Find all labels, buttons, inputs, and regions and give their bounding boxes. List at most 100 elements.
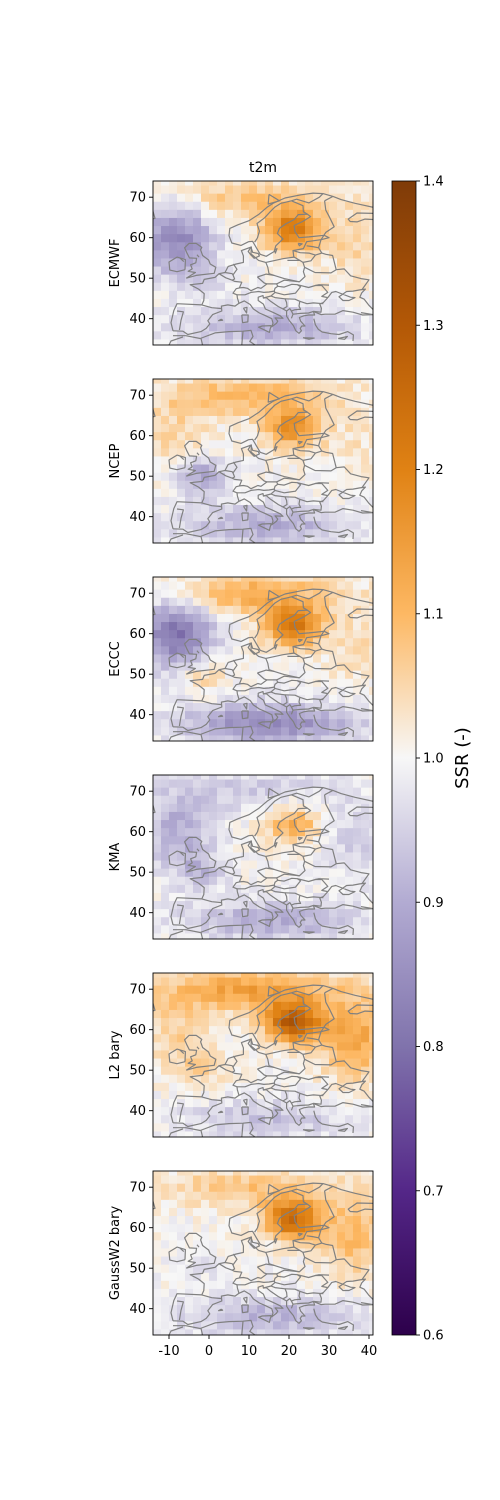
heatmap-cell [177,1175,186,1184]
heatmap-cell [217,1074,226,1083]
map-outline [168,1246,186,1263]
heatmap-cell [249,811,258,821]
colorbar-tick-label: 0.8 [423,1040,444,1055]
heatmap-cell [289,670,298,679]
map-outline [170,786,373,925]
heatmap-cell [353,512,362,522]
heatmap-cell [345,678,354,687]
map-outline [267,589,280,601]
heatmap-cell [225,1033,234,1043]
heatmap-cell [209,993,218,1002]
colorbar-label: SSR (-) [452,727,473,789]
heatmap-cell [273,217,282,227]
heatmap-cell [273,536,282,543]
heatmap-cell [153,439,162,449]
heatmap-cell [329,1090,338,1100]
map-outline [258,325,272,333]
heatmap-cell [369,924,373,934]
heatmap-cell [305,1025,314,1035]
heatmap-cell [337,1130,346,1137]
heatmap-cell [153,1171,162,1176]
heatmap-cell [361,1296,370,1306]
heatmap-cell [201,718,210,728]
heatmap-cell [257,1058,266,1067]
heatmap-cell [305,662,314,671]
heatmap-cell [185,827,194,837]
heatmap-cell [257,520,266,530]
heatmap-cell [305,1320,314,1330]
heatmap-cell [337,924,346,934]
coastlines [153,984,373,1137]
heatmap-cell [185,1231,194,1241]
heatmap-cell [273,843,282,853]
map-outline [176,310,184,331]
heatmap-cell [265,581,274,590]
heatmap-cell [361,439,370,449]
map-outline [313,318,354,342]
heatmap-cell [353,1223,362,1233]
heatmap-cell [305,1009,314,1019]
heatmap-cell [321,536,330,543]
heatmap-cell [201,779,210,788]
heatmap-cell [353,241,362,251]
heatmap-cell [369,225,373,235]
heatmap-cell [201,670,210,679]
heatmap-cell [369,1074,373,1083]
heatmap-cell [185,496,194,506]
heatmap-cell [297,379,306,384]
heatmap-cell [249,181,258,186]
heatmap-cell [289,233,298,243]
heatmap-cell [193,932,202,939]
heatmap-cell [281,225,290,235]
heatmap-cell [281,536,290,543]
heatmap-cell [345,1066,354,1075]
heatmap-cell [361,1106,370,1116]
heatmap-cell [217,415,226,425]
heatmap-cell [193,678,202,687]
heatmap-cell [329,1320,338,1330]
heatmap-cell [161,1058,170,1067]
heatmap-cell [185,298,194,308]
heatmap-cell [305,447,314,457]
heatmap-cell [257,209,266,218]
heatmap-cell [161,504,170,514]
heatmap-cell [257,977,266,986]
heatmap-cell [249,455,258,465]
heatmap-cell [257,274,266,283]
heatmap-cell [161,512,170,522]
heatmap-cell [249,977,258,986]
heatmap-cell [361,488,370,497]
heatmap-cell [201,1017,210,1027]
map-outline [153,1002,156,1012]
heatmap-cell [353,1215,362,1225]
heatmap-cell [161,480,170,489]
heatmap-cell [201,1171,210,1176]
heatmap-cell [201,1114,210,1124]
heatmap-cell [249,1288,258,1298]
heatmap-cell [337,1058,346,1067]
heatmap-cell [225,843,234,853]
heatmap-cell [161,1017,170,1027]
heatmap-cell [177,1296,186,1306]
heatmap-cell [161,1122,170,1132]
heatmap-cell [249,581,258,590]
heatmap-cell [201,1256,210,1265]
heatmap-cell [201,1264,210,1273]
heatmap-cell [153,589,162,598]
heatmap-cell [353,795,362,804]
heatmap-cell [281,1122,290,1132]
heatmap-cell [153,710,162,720]
heatmap-cell [345,1098,354,1108]
heatmap-cell [225,884,234,893]
heatmap-cell [257,233,266,243]
heatmap-cell [161,1049,170,1059]
heatmap-cell [257,290,266,299]
heatmap-cell [345,1207,354,1217]
heatmap-cell [369,1114,373,1124]
heatmap-cell [153,1312,162,1322]
heatmap-cell [169,795,178,804]
heatmap-cell [233,1098,242,1108]
map-outline [302,1129,315,1132]
heatmap-cell [217,629,226,639]
heatmap-cell [233,932,242,939]
